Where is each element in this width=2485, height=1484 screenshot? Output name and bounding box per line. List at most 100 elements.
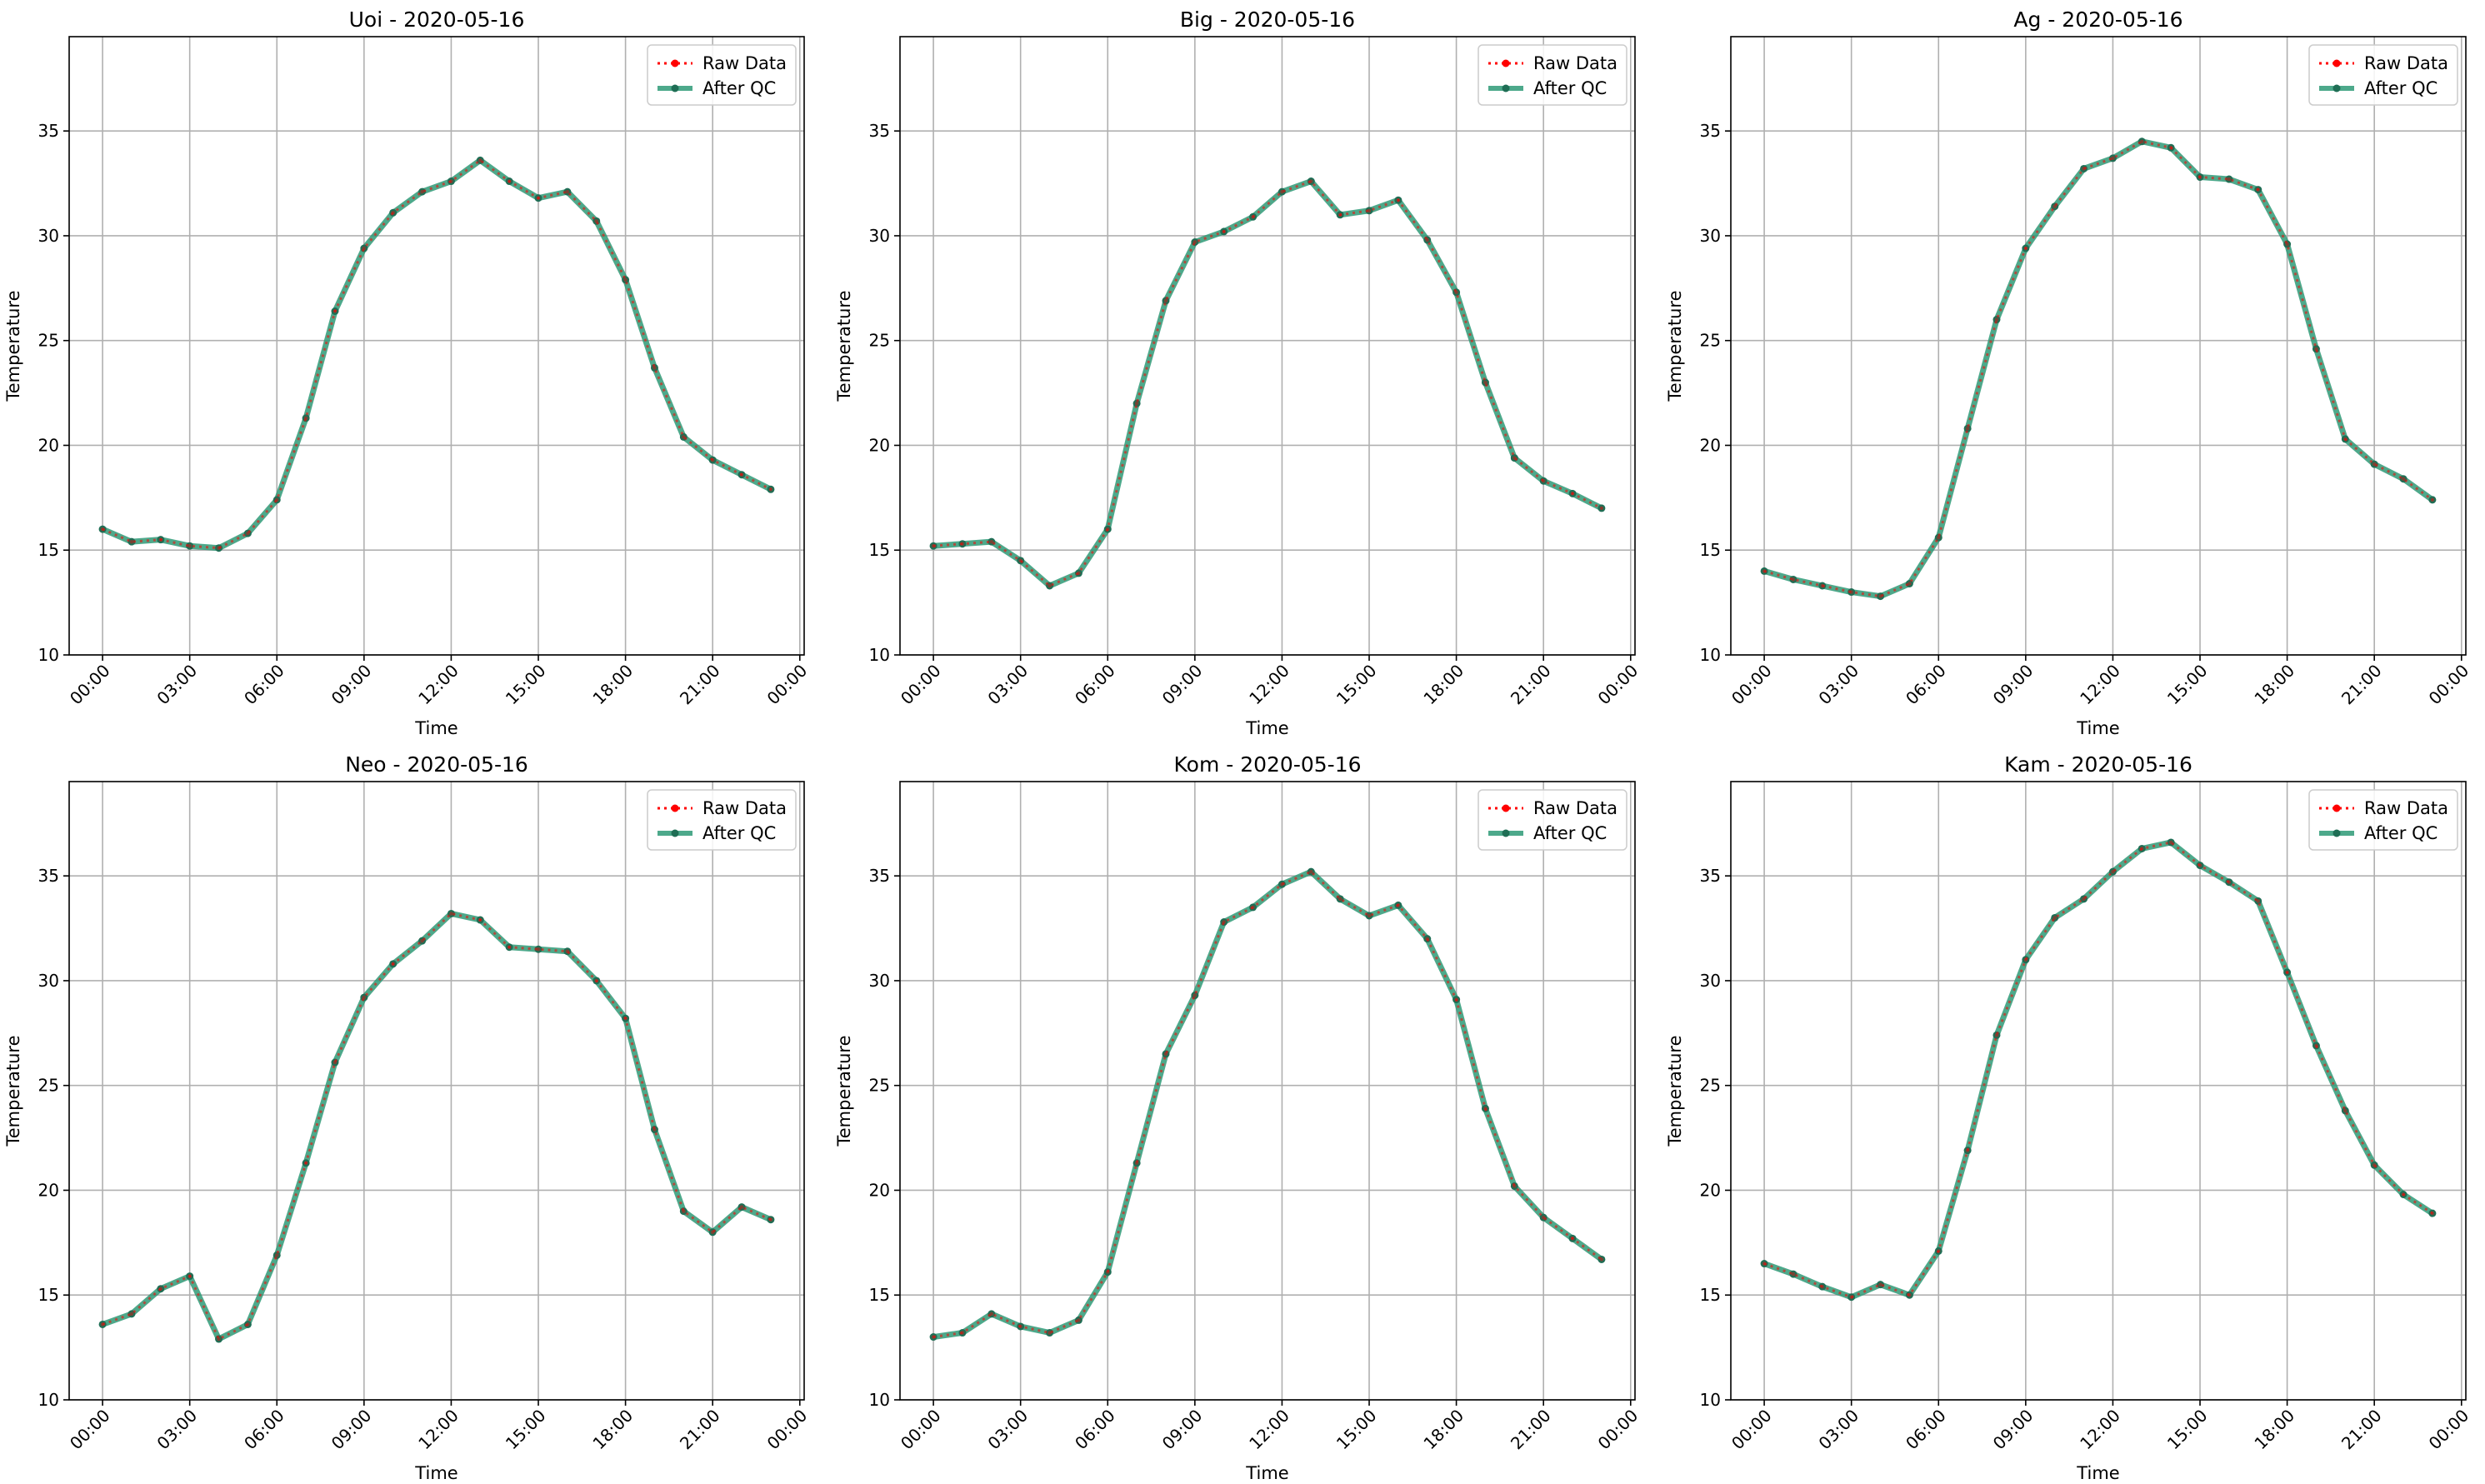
legend-raw-marker xyxy=(671,804,679,812)
x-tick-label: 03:00 xyxy=(1814,1406,1862,1454)
legend: Raw Data After QC xyxy=(1478,44,1628,106)
qc-series-markers xyxy=(98,909,775,1343)
y-tick-label: 15 xyxy=(1700,1285,1721,1305)
raw-point xyxy=(1192,240,1198,244)
raw-point xyxy=(768,1217,773,1222)
x-tick-label: 09:00 xyxy=(1989,661,2038,709)
x-tick-label: 00:00 xyxy=(66,1406,114,1454)
y-tick-label: 35 xyxy=(1700,121,1721,141)
raw-point xyxy=(1965,1148,1970,1152)
raw-point xyxy=(1937,535,1941,540)
x-tick-label: 12:00 xyxy=(2076,661,2124,709)
y-tick-label: 20 xyxy=(869,435,890,455)
raw-point xyxy=(129,539,134,544)
qc-series-markers xyxy=(1760,137,2437,601)
raw-point xyxy=(217,546,221,550)
y-tick-label: 30 xyxy=(38,226,59,246)
raw-point xyxy=(1820,583,1825,588)
subplot-3: 10 15 20 25 30 35 00:00 03:00 06:00 09:00 12:00 15:… xyxy=(3,752,811,1483)
qc-point xyxy=(1132,399,1141,407)
axes-frame xyxy=(1730,781,2467,1401)
x-tick-label: 00:00 xyxy=(897,1406,945,1454)
qc-point xyxy=(650,1126,658,1134)
raw-point xyxy=(362,995,367,1000)
grid xyxy=(69,782,804,1401)
raw-point xyxy=(2401,1192,2406,1197)
raw-point xyxy=(1599,506,1604,511)
raw-point xyxy=(2082,167,2086,171)
qc-point xyxy=(1848,588,1856,597)
grid xyxy=(900,782,1635,1401)
y-tick-label: 10 xyxy=(1700,1390,1721,1410)
raw-point xyxy=(1425,237,1429,242)
grid xyxy=(1731,782,2466,1401)
x-tick-label: 21:00 xyxy=(676,661,724,709)
qc-series-markers xyxy=(929,867,1606,1342)
qc-series-markers xyxy=(98,156,775,552)
y-tick-label: 25 xyxy=(869,1076,890,1096)
raw-point xyxy=(478,917,482,922)
x-tick-label: 21:00 xyxy=(1507,1406,1555,1454)
y-tick-label: 30 xyxy=(1700,226,1721,246)
y-tick-label: 25 xyxy=(869,331,890,351)
raw-series-line xyxy=(102,158,772,550)
x-tick-label: 03:00 xyxy=(152,661,201,709)
raw-point xyxy=(2052,204,2057,208)
raw-point xyxy=(129,1312,134,1317)
legend: Raw Data After QC xyxy=(1478,789,1628,851)
raw-point xyxy=(2314,347,2318,351)
raw-point xyxy=(1849,590,1853,594)
axes-frame xyxy=(1730,36,2467,656)
raw-point xyxy=(246,1322,250,1327)
raw-point xyxy=(989,539,994,544)
raw-point xyxy=(1077,1318,1081,1322)
raw-point xyxy=(1338,897,1342,902)
raw-series-line xyxy=(102,912,772,1342)
axes-frame xyxy=(899,36,1636,656)
legend-raw-label: Raw Data xyxy=(2364,798,2448,818)
raw-point xyxy=(1541,1215,1546,1220)
raw-point xyxy=(710,457,715,462)
y-tick-label: 15 xyxy=(38,1285,59,1305)
raw-point xyxy=(1937,1249,1941,1253)
subplot-0: 10 15 20 25 30 35 00:00 03:00 06:00 09:00 12:00 15:… xyxy=(3,7,811,738)
x-tick-label: 00:00 xyxy=(1594,1406,1642,1454)
x-axis-label: Time xyxy=(1245,1463,1288,1483)
raw-point xyxy=(1309,869,1313,874)
y-tick-label: 35 xyxy=(869,121,890,141)
qc-point xyxy=(157,1285,165,1293)
x-tick-label: 21:00 xyxy=(676,1406,724,1454)
x-tick-label: 09:00 xyxy=(1158,661,1207,709)
x-tick-label: 00:00 xyxy=(897,661,945,709)
raw-point xyxy=(2082,897,2086,902)
raw-point xyxy=(2314,1043,2318,1048)
legend-raw-label: Raw Data xyxy=(2364,53,2448,73)
raw-series-markers xyxy=(100,158,773,550)
raw-point xyxy=(2227,880,2232,884)
x-tick-label: 06:00 xyxy=(1902,661,1950,709)
raw-point xyxy=(1599,1257,1604,1262)
x-tick-label: 18:00 xyxy=(2250,661,2298,709)
x-tick-label: 09:00 xyxy=(328,661,376,709)
raw-point xyxy=(507,179,512,183)
x-axis-label: Time xyxy=(1245,718,1288,738)
raw-point xyxy=(449,179,453,183)
raw-point xyxy=(2430,1211,2435,1216)
raw-point xyxy=(478,158,482,162)
legend-qc-marker xyxy=(1502,829,1510,837)
raw-point xyxy=(1762,1262,1767,1266)
x-tick-label: 21:00 xyxy=(2338,1406,2386,1454)
raw-point xyxy=(2140,139,2144,143)
raw-point xyxy=(303,416,308,420)
y-tick-label: 35 xyxy=(38,121,59,141)
raw-point xyxy=(2198,175,2202,179)
raw-point xyxy=(594,978,598,983)
raw-point xyxy=(1309,179,1313,183)
raw-point xyxy=(1570,492,1575,496)
raw-point xyxy=(960,542,965,546)
raw-point xyxy=(332,1060,338,1065)
y-axis-label: Temperature xyxy=(1665,1035,1685,1147)
qc-point xyxy=(1818,582,1827,590)
raw-point xyxy=(1454,290,1458,295)
raw-point xyxy=(2256,187,2260,192)
